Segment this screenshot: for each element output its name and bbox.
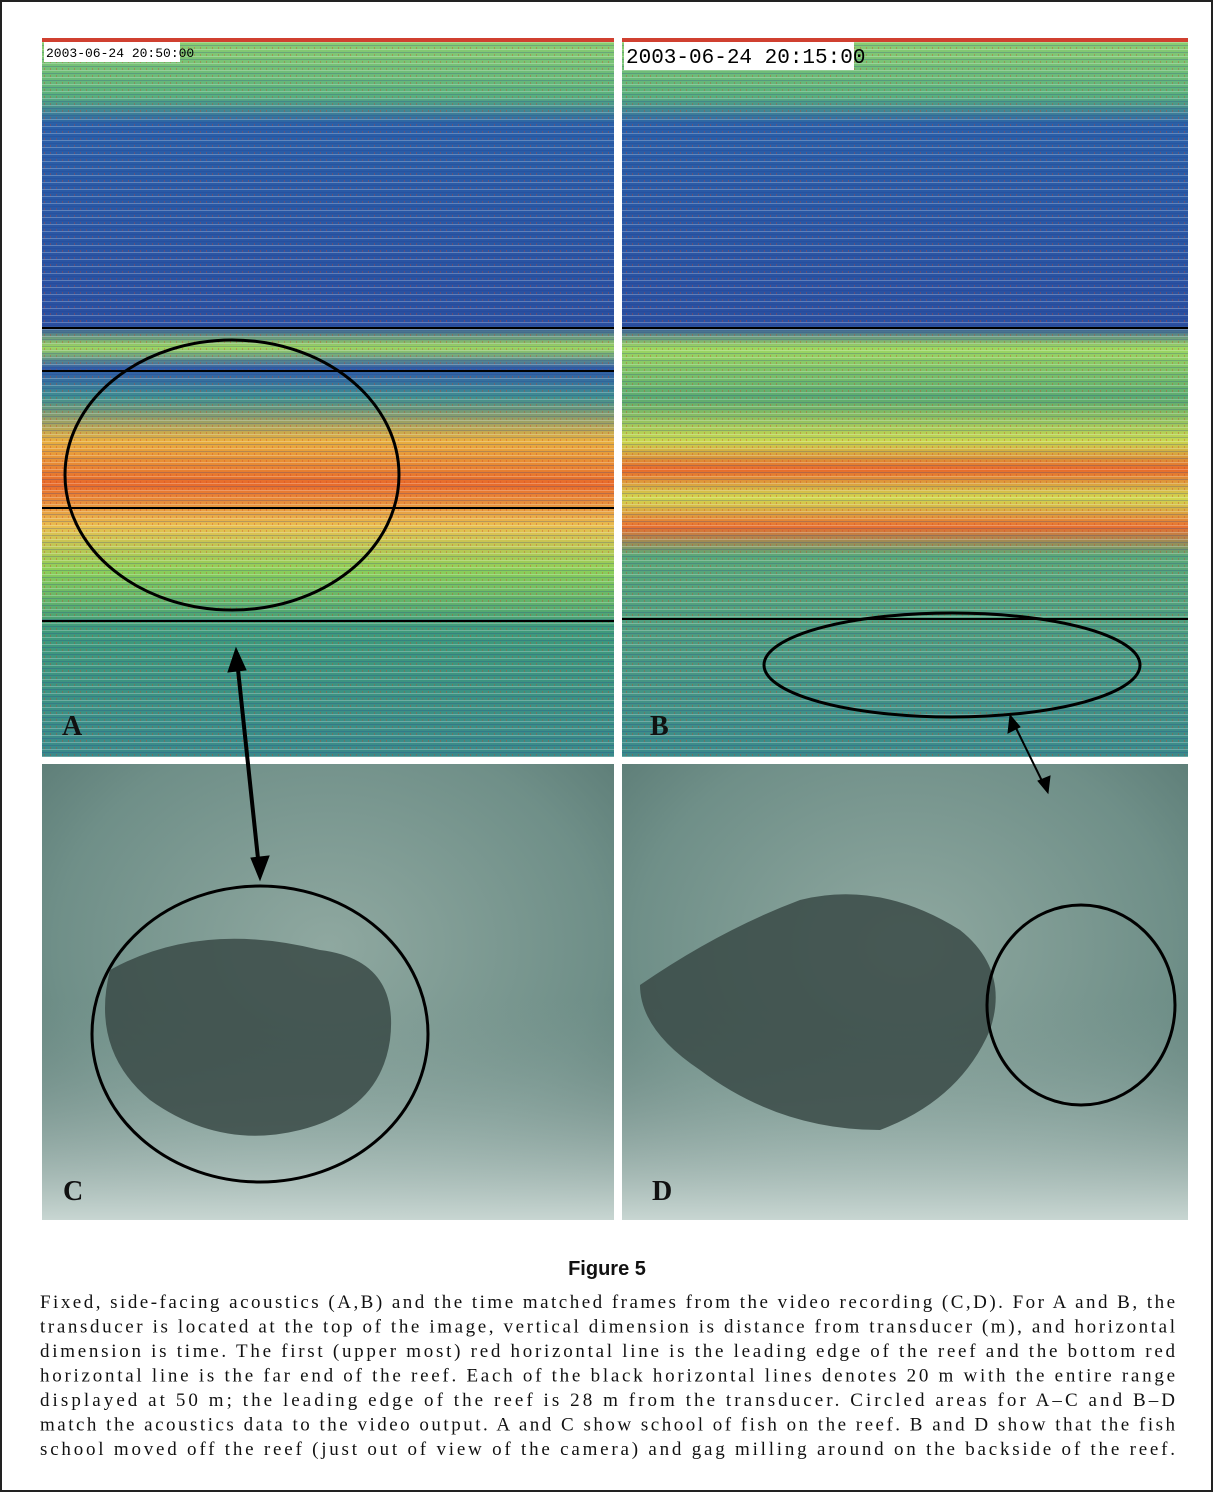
panel-label: C [63, 1176, 83, 1207]
caption-line: school moved off the reef (just out of v… [40, 1439, 1175, 1460]
timestamp: 2003-06-24 20:50:00 [46, 46, 194, 61]
figure-caption: Fixed, side-facing acoustics (A,B) and t… [40, 1292, 1176, 1460]
caption-line: match the acoustics data to the video ou… [40, 1415, 1176, 1436]
echogram-texture [42, 38, 614, 757]
figure-title: Figure 5 [568, 1258, 646, 1280]
panel-a: 2003-06-24 20:50:00 A [42, 38, 614, 757]
panel-d: D [622, 764, 1188, 1220]
panel-label: D [652, 1176, 672, 1207]
panel-label: B [650, 711, 669, 742]
echogram-texture [622, 38, 1188, 757]
caption-line: Fixed, side-facing acoustics (A,B) and t… [40, 1292, 1175, 1313]
figure: 2003-06-24 20:50:00 A 2003-06-24 20:15:0… [0, 0, 1214, 1504]
page: 2003-06-24 20:50:00 A 2003-06-24 20:15:0… [0, 0, 1214, 1504]
caption-line: transducer is located at the top of the … [40, 1317, 1175, 1338]
echogram-top-edge [622, 38, 1188, 42]
timestamp: 2003-06-24 20:15:00 [626, 47, 865, 70]
caption-line: horizontal line is the far end of the re… [40, 1366, 1175, 1387]
caption-line: displayed at 50 m; the leading edge of t… [40, 1390, 1175, 1411]
caption-line: dimension is time. The first (upper most… [40, 1341, 1176, 1362]
panel-c: C [42, 764, 614, 1220]
panel-label: A [62, 711, 83, 742]
panel-b: 2003-06-24 20:15:00 B [622, 38, 1188, 757]
echogram-top-edge [42, 38, 614, 42]
